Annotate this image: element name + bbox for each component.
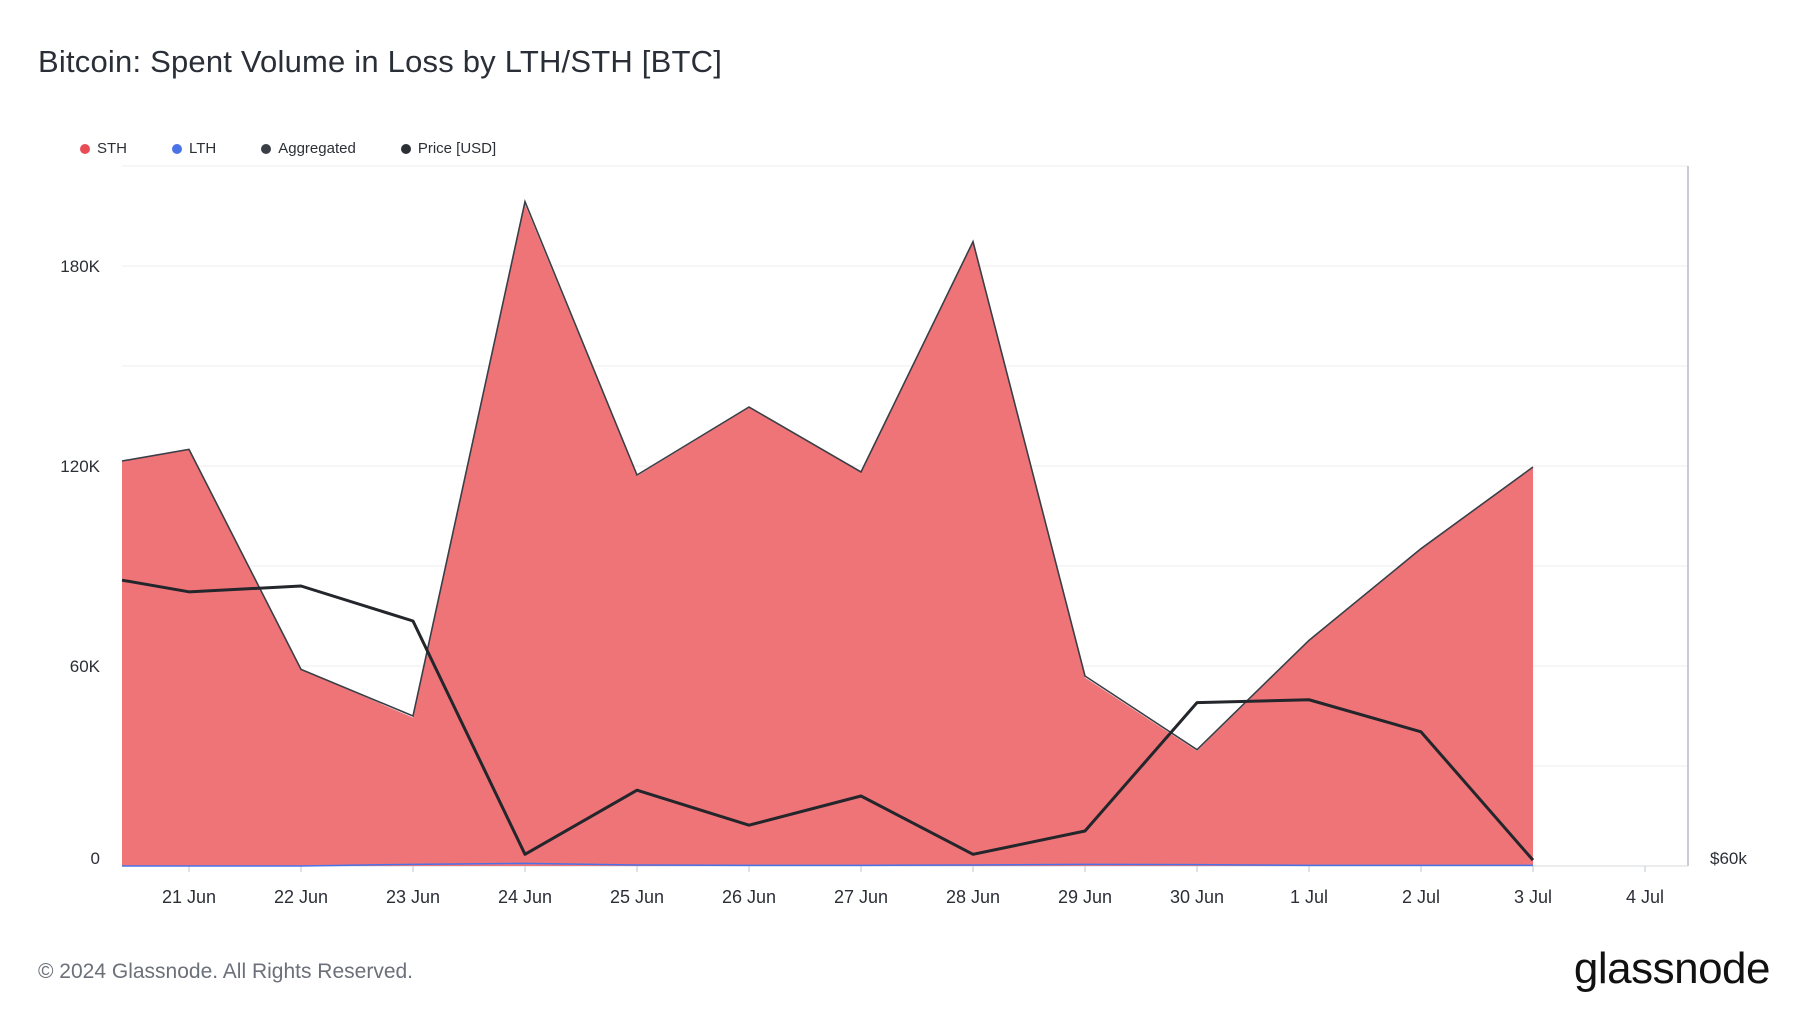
- y-tick-label: 120K: [60, 457, 100, 476]
- price-line: [121, 578, 1535, 862]
- x-tick-label: 23 Jun: [386, 887, 440, 907]
- y2-tick-label: $60k: [1710, 849, 1747, 868]
- x-tick-label: 21 Jun: [162, 887, 216, 907]
- legend-dot-icon: [80, 143, 90, 154]
- legend-label: Price [USD]: [417, 140, 497, 157]
- legend-label: Aggregated: [278, 140, 356, 157]
- copyright-text: © 2024 Glassnode. All Rights Reserved.: [38, 960, 414, 983]
- chart-legend: STH LTH Aggregated Price [USD]: [80, 140, 541, 157]
- x-tick-label: 29 Jun: [1058, 887, 1112, 907]
- x-tick-label: 26 Jun: [722, 887, 776, 907]
- legend-item-aggregated[interactable]: Aggregated: [261, 140, 356, 157]
- legend-label: STH: [97, 140, 127, 157]
- x-tick-label: 22 Jun: [274, 887, 328, 907]
- y-tick-label: 0: [91, 849, 100, 868]
- brand-logo: glassnode: [1573, 944, 1771, 993]
- y-tick-label: 180K: [60, 257, 100, 276]
- x-tick-label: 4 Jul: [1626, 887, 1664, 907]
- x-tick-label: 3 Jul: [1514, 887, 1552, 907]
- legend-dot-icon: [172, 143, 182, 154]
- sth-area: [122, 204, 1533, 867]
- y-tick-label: 60K: [70, 657, 101, 676]
- legend-dot-icon: [261, 143, 272, 154]
- chart-title: Bitcoin: Spent Volume in Loss by LTH/STH…: [38, 44, 723, 79]
- legend-item-lth[interactable]: LTH: [172, 140, 216, 157]
- x-tick-label: 30 Jun: [1170, 887, 1224, 907]
- legend-item-price[interactable]: Price [USD]: [400, 140, 497, 157]
- x-tick-label: 24 Jun: [498, 887, 552, 907]
- legend-item-sth[interactable]: STH: [80, 140, 127, 157]
- x-tick-label: 2 Jul: [1402, 887, 1440, 907]
- lth-line: [122, 862, 1533, 867]
- x-tick-label: 27 Jun: [834, 887, 888, 907]
- legend-label: LTH: [189, 140, 217, 157]
- x-tick-label: 28 Jun: [946, 887, 1000, 907]
- x-tick-label: 1 Jul: [1290, 887, 1328, 907]
- x-tick-label: 25 Jun: [610, 887, 664, 907]
- legend-dot-icon: [400, 143, 411, 154]
- aggregated-line: [121, 198, 1534, 751]
